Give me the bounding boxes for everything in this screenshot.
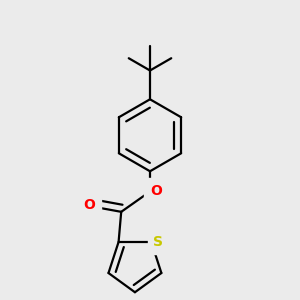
Text: O: O	[83, 198, 95, 212]
Text: O: O	[150, 184, 162, 198]
Text: S: S	[154, 235, 164, 249]
